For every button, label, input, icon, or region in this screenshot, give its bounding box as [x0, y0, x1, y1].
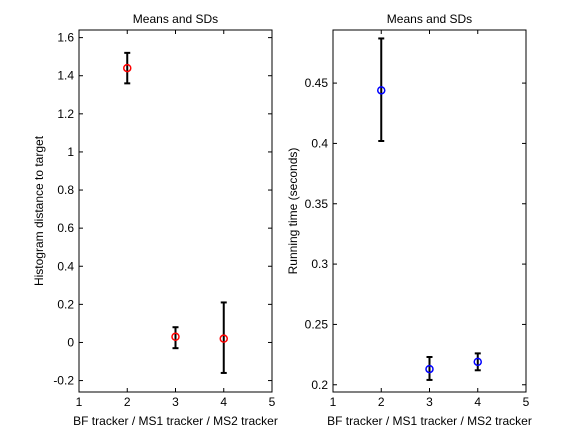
- left-chart: Means and SDs BF tracker / MS1 tracker /…: [32, 12, 278, 428]
- right-y-tick-label: 0.4: [311, 136, 328, 150]
- left-y-tick-label: 0.4: [57, 259, 74, 273]
- right-ticks: 1 2 3 4 5 0.2 0.25 0.3 0.35 0.4 0.45: [305, 30, 530, 409]
- right-x-tick-label: 4: [474, 395, 481, 409]
- left-y-tick-label: -0.2: [53, 374, 74, 388]
- left-y-tick-label: 0: [67, 335, 74, 349]
- left-y-tick-label: 0.2: [57, 297, 74, 311]
- left-y-tick-label: 1.6: [57, 31, 74, 45]
- right-y-axis-label: Running time (seconds): [286, 148, 300, 275]
- left-y-tick-label: 0.8: [57, 183, 74, 197]
- left-mean-point: [219, 334, 228, 343]
- left-y-tick-label: 1: [67, 145, 74, 159]
- right-x-tick-label: 5: [523, 395, 530, 409]
- left-marks: [123, 51, 228, 374]
- right-y-tick-label: 0.2: [311, 378, 328, 392]
- left-x-tick-label: 1: [76, 395, 83, 409]
- right-marks: [377, 37, 482, 381]
- right-y-tick-label: 0.35: [305, 197, 329, 211]
- right-plot-area: [332, 29, 527, 393]
- right-x-tick-label: 1: [330, 395, 337, 409]
- right-chart-title: Means and SDs: [387, 12, 472, 26]
- right-y-tick-label: 0.25: [305, 317, 329, 331]
- left-x-tick-label: 5: [269, 395, 276, 409]
- left-x-tick-label: 2: [124, 395, 131, 409]
- right-y-tick-label: 0.3: [311, 257, 328, 271]
- left-x-tick-label: 3: [172, 395, 179, 409]
- right-mean-point: [377, 86, 386, 95]
- right-y-tick-label: 0.45: [305, 76, 329, 90]
- left-ticks: 1 2 3 4 5 -0.2 0 0.2 0.4 0.6 0.8 1 1.2 1.4 1.6: [53, 30, 276, 409]
- right-x-tick-label: 2: [378, 395, 385, 409]
- left-y-tick-label: 1.4: [57, 69, 74, 83]
- left-mean-point: [123, 63, 132, 73]
- left-x-axis-label: BF tracker / MS1 tracker / MS2 tracker: [73, 414, 278, 428]
- left-y-axis-label: Histogram distance to target: [32, 135, 46, 286]
- right-x-axis-label: BF tracker / MS1 tracker / MS2 tracker: [327, 414, 532, 428]
- left-chart-title: Means and SDs: [133, 12, 218, 26]
- right-mean-point: [473, 357, 482, 367]
- left-y-tick-label: 0.6: [57, 221, 74, 235]
- left-x-tick-label: 4: [220, 395, 227, 409]
- right-chart: Means and SDs BF tracker / MS1 tracker /…: [286, 12, 532, 428]
- left-mean-point: [171, 332, 180, 341]
- left-y-tick-label: 1.2: [57, 107, 74, 121]
- right-mean-point: [425, 364, 434, 374]
- right-x-tick-label: 3: [426, 395, 433, 409]
